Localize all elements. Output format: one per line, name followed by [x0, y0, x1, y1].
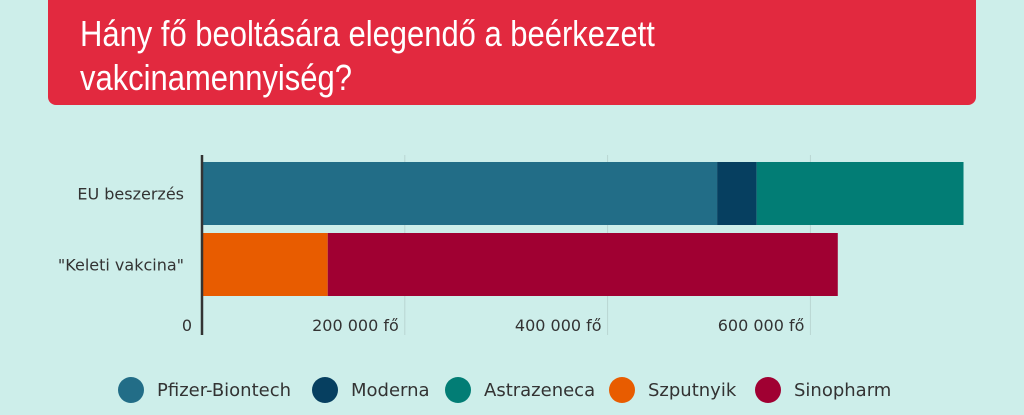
bars: [202, 162, 964, 296]
x-tick-label: 400 000 fő: [515, 316, 602, 335]
legend-item: Moderna: [312, 370, 430, 410]
legend-swatch-icon: [445, 377, 471, 403]
legend-item: Sinopharm: [755, 370, 891, 410]
category-labels: EU beszerzés "Keleti vakcina": [58, 185, 184, 275]
bar-segment-pfizer-biontech: [202, 162, 718, 225]
legend-label: Szputnyik: [648, 379, 737, 401]
x-tick-label: 0: [182, 316, 192, 335]
category-label: EU beszerzés: [77, 185, 184, 204]
x-tick-label: 200 000 fő: [312, 316, 399, 335]
legend-swatch-icon: [312, 377, 338, 403]
bar-segment-sinopharm: [327, 233, 838, 296]
legend-item: Szputnyik: [609, 370, 736, 410]
category-label: "Keleti vakcina": [58, 256, 184, 275]
legend-label: Sinopharm: [794, 379, 892, 401]
bar-segment-moderna: [717, 162, 757, 225]
bar-segment-szputnyik: [202, 233, 328, 296]
legend-label: Pfizer-Biontech: [157, 379, 292, 401]
chart-title: Hány fő beoltására elegendő a beérkezett…: [80, 13, 655, 98]
x-tick-label: 600 000 fő: [718, 316, 805, 335]
legend-swatch-icon: [609, 377, 635, 403]
legend-swatch-icon: [755, 377, 781, 403]
legend-swatch-icon: [118, 377, 144, 403]
bar-chart: EU beszerzés "Keleti vakcina" 0 200 000 fő…: [58, 155, 964, 335]
legend-label: Moderna: [351, 379, 430, 401]
title-banner: Hány fő beoltására elegendő a beérkezett…: [48, 0, 976, 105]
legend-item: Astrazeneca: [445, 370, 595, 410]
legend-item: Pfizer-Biontech: [118, 370, 291, 410]
legend: Pfizer-Biontech Moderna Astrazeneca Szputny…: [0, 370, 1024, 410]
x-tick-labels: 0 200 000 fő 400 000 fő 600 000 fő: [182, 316, 804, 335]
legend-label: Astrazeneca: [484, 379, 596, 401]
bar-segment-astrazeneca: [756, 162, 964, 225]
